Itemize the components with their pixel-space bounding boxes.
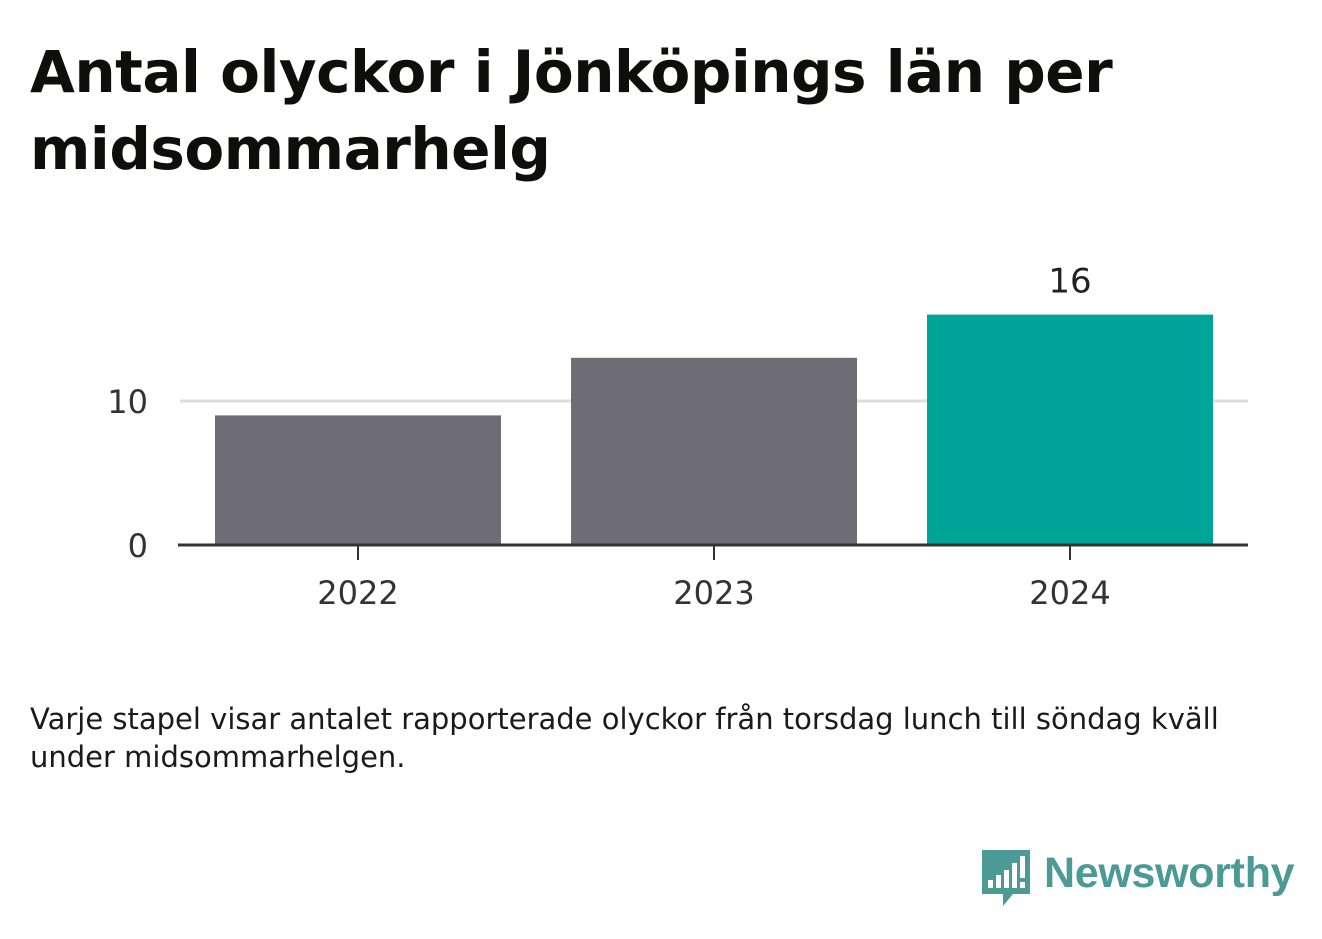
y-tick-label: 0 [128, 527, 148, 565]
bar-2024 [927, 314, 1213, 545]
logo-text: Newsworthy [1044, 849, 1295, 897]
bar-2022 [215, 415, 501, 545]
x-tick-label: 2023 [673, 574, 754, 612]
x-axis [178, 543, 1248, 560]
chart-title: Antal olyckor i Jönköpings län per midso… [30, 38, 1113, 183]
bars [215, 314, 1213, 545]
x-tick-label: 2022 [317, 574, 398, 612]
x-tick-label: 2024 [1029, 574, 1110, 612]
labels: 0 10 2022 2023 2024 16 [107, 262, 1110, 612]
chart-note: Varje stapel visar antalet rapporterade … [30, 702, 1219, 774]
data-label: 16 [1048, 262, 1091, 302]
bar-chart-speech-bubble-icon [982, 850, 1030, 906]
bar-2023 [571, 357, 857, 545]
y-tick-label: 10 [107, 383, 148, 421]
newsworthy-logo: Newsworthy [980, 848, 1295, 910]
